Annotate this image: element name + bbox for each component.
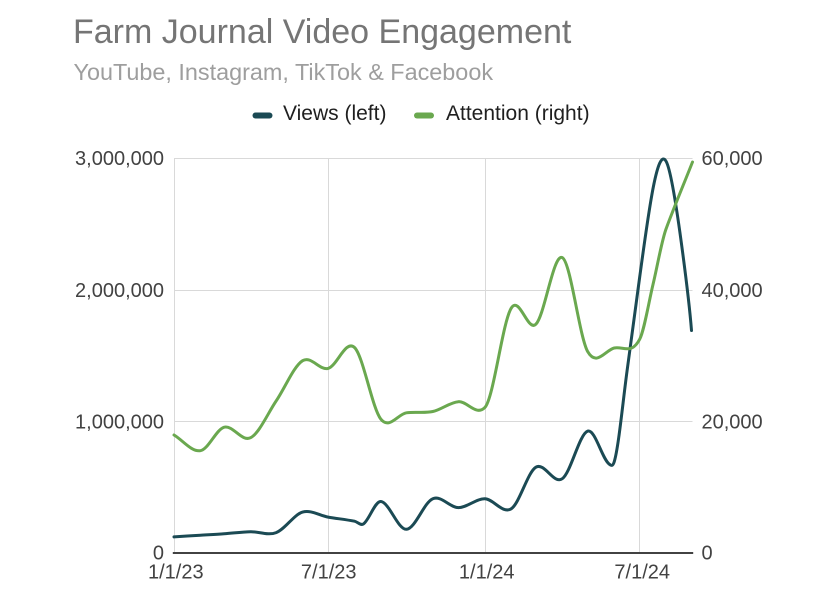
svg-text:2,000,000: 2,000,000	[75, 280, 164, 302]
svg-text:YouTube, Instagram, TikTok & F: YouTube, Instagram, TikTok & Facebook	[74, 59, 494, 85]
svg-text:Attention (right): Attention (right)	[446, 102, 590, 125]
svg-text:7/1/23: 7/1/23	[301, 562, 357, 584]
svg-text:7/1/24: 7/1/24	[614, 562, 670, 584]
svg-text:40,000: 40,000	[702, 280, 763, 302]
svg-text:Views (left): Views (left)	[283, 102, 386, 125]
svg-text:1/1/23: 1/1/23	[148, 562, 204, 584]
svg-text:0: 0	[702, 543, 713, 565]
svg-text:0: 0	[153, 543, 164, 565]
svg-text:60,000: 60,000	[702, 148, 763, 170]
svg-text:20,000: 20,000	[702, 411, 763, 433]
svg-text:1/1/24: 1/1/24	[459, 562, 515, 584]
svg-text:1,000,000: 1,000,000	[75, 411, 164, 433]
svg-text:3,000,000: 3,000,000	[75, 148, 164, 170]
svg-text:Farm Journal Video Engagement: Farm Journal Video Engagement	[73, 13, 572, 51]
